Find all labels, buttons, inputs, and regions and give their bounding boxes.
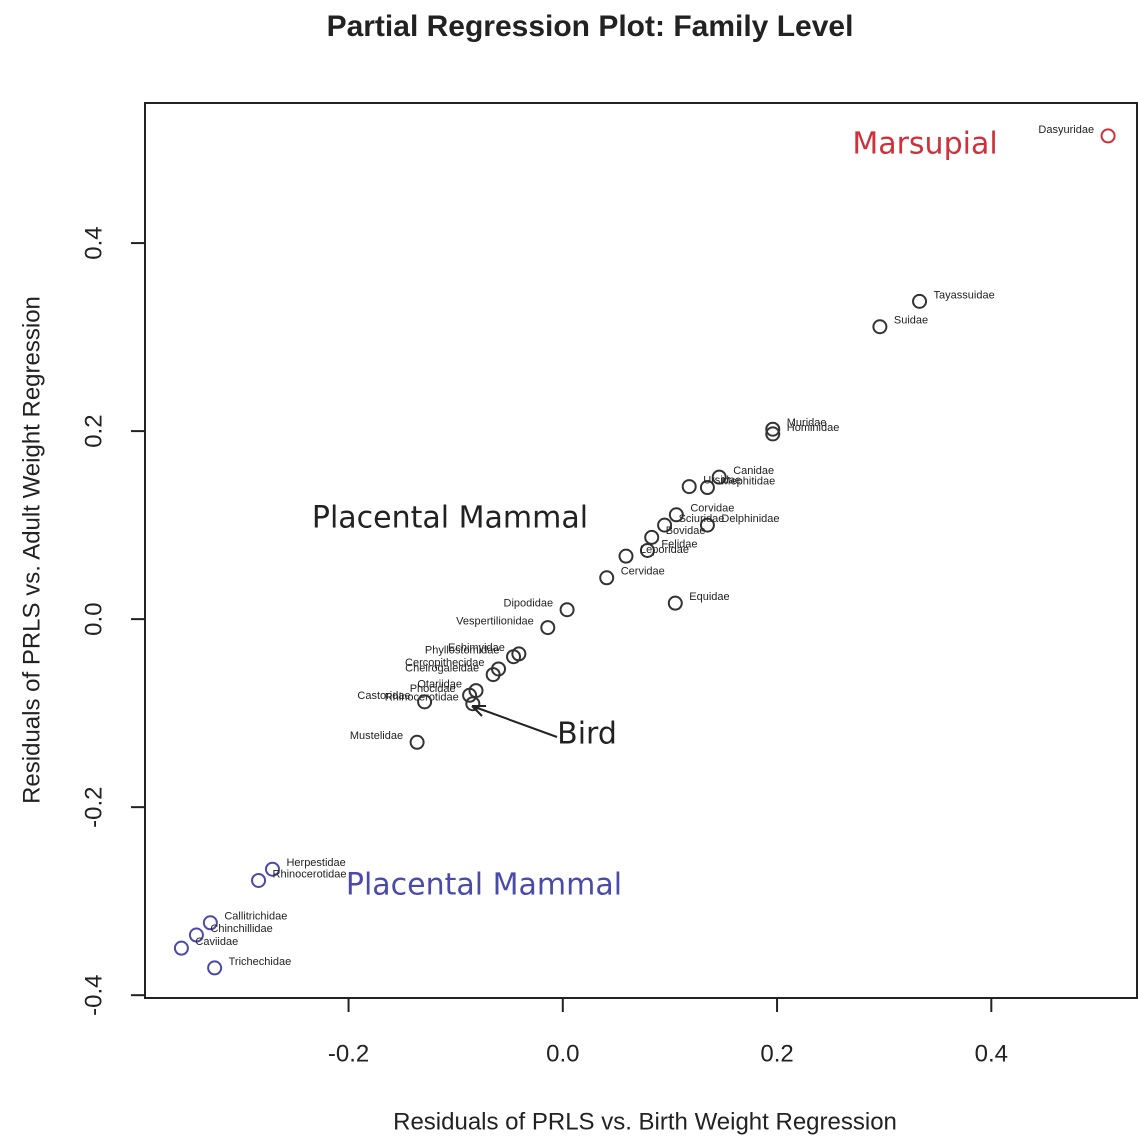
point — [506, 649, 522, 665]
point-label: Otariidae — [417, 678, 462, 690]
point — [559, 602, 575, 618]
point — [668, 507, 684, 523]
y-tick-label: -0.2 — [80, 786, 107, 827]
annotation: Bird — [557, 717, 617, 752]
point-label: Delphinidae — [721, 513, 779, 525]
point-label: Dasyuridae — [1038, 124, 1094, 136]
point-label: Equidae — [689, 591, 729, 603]
point — [409, 734, 425, 750]
x-tick-label: 0.4 — [975, 1040, 1008, 1067]
point — [681, 479, 697, 495]
point-label: Cervidae — [621, 566, 665, 578]
point — [251, 872, 267, 888]
point-label: Echimyidae — [448, 642, 505, 654]
point-label: Suidae — [894, 315, 928, 327]
y-tick-label: 0.2 — [80, 414, 107, 447]
point — [207, 960, 223, 976]
x-tick-label: 0.0 — [546, 1040, 579, 1067]
point-label: Rhinocerotidae — [385, 692, 459, 704]
point-label: Muridae — [787, 417, 827, 429]
annotation: Placental Mammal — [312, 501, 588, 536]
plot-frame — [144, 102, 1138, 999]
point — [618, 548, 634, 564]
point-label: Rhinocerotidae — [273, 868, 347, 880]
point — [485, 667, 501, 683]
point — [699, 480, 715, 496]
point — [912, 293, 928, 309]
point — [599, 570, 615, 586]
x-tick-label: 0.2 — [760, 1040, 793, 1067]
point-label: Callitrichidae — [224, 911, 287, 923]
point-label: Leporidae — [640, 544, 689, 556]
annotation-arrowhead — [471, 705, 486, 717]
point — [657, 517, 673, 533]
point — [188, 927, 204, 943]
point-label: Castoridae — [357, 690, 410, 702]
annotation: Marsupial — [852, 127, 997, 162]
x-axis-label: Residuals of PRLS vs. Birth Weight Regre… — [393, 1108, 897, 1135]
point-label: Mephitidae — [721, 475, 775, 487]
point — [465, 696, 481, 712]
point-label: Mustelidae — [350, 730, 403, 742]
annotation: Placental Mammal — [346, 868, 622, 903]
point-label: Corvidae — [690, 503, 734, 515]
point-label: Phocidae — [410, 683, 456, 695]
point — [765, 421, 781, 437]
y-tick-label: -0.4 — [80, 974, 107, 1015]
point-label: Ursidae — [703, 474, 741, 486]
point — [264, 861, 280, 877]
x-tick-label: -0.2 — [328, 1040, 369, 1067]
point-label: Trichechidae — [229, 956, 292, 968]
point-label: Sciuridae — [679, 513, 725, 525]
point-label: Canidae — [733, 465, 774, 477]
point — [872, 319, 888, 335]
point-label: Phyllostomidae — [425, 645, 500, 657]
point — [417, 694, 433, 710]
point — [202, 915, 218, 931]
point-label: Hominidae — [787, 422, 840, 434]
point — [173, 940, 189, 956]
point-label: Herpestidae — [286, 857, 345, 869]
point — [540, 620, 556, 636]
point-label: Dipodidae — [504, 598, 554, 610]
point-label: Caviidae — [195, 936, 238, 948]
point — [765, 426, 781, 442]
point-label: Felidae — [661, 538, 697, 550]
point-label: Chinchillidae — [210, 923, 272, 935]
y-axis-label: Residuals of PRLS vs. Adult Weight Regre… — [18, 296, 45, 804]
point — [667, 595, 683, 611]
point-label: Cercopithecidae — [405, 657, 485, 669]
point-label: Tayassuidae — [934, 289, 995, 301]
annotation-arrow — [471, 705, 558, 738]
point-label: Vespertilionidae — [456, 615, 534, 627]
point-label: Bovidae — [666, 525, 706, 537]
point — [1100, 128, 1116, 144]
point — [644, 529, 660, 545]
point — [699, 517, 715, 533]
point-label: Cheirogaleidae — [405, 663, 479, 675]
point — [711, 469, 727, 485]
y-tick-label: 0.0 — [80, 602, 107, 635]
point — [462, 687, 478, 703]
point — [639, 543, 655, 558]
y-tick-label: 0.4 — [80, 226, 107, 259]
chart-title: Partial Regression Plot: Family Level — [327, 10, 854, 43]
